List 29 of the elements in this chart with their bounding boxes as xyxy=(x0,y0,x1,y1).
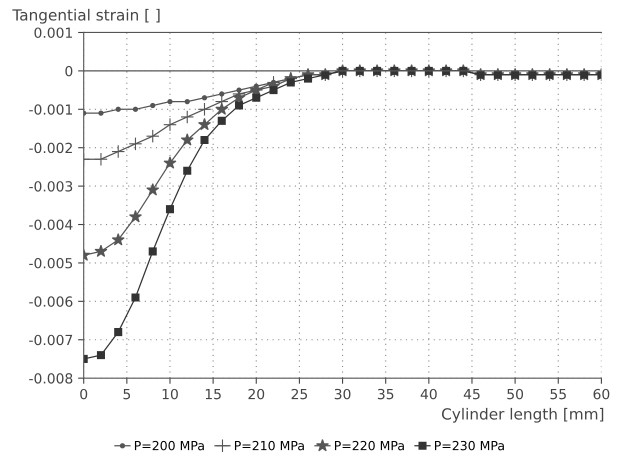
y-tick-label: -0.002 xyxy=(29,142,72,154)
y-tick-label: -0.007 xyxy=(29,334,72,346)
x-tick-label: 5 xyxy=(123,389,130,400)
y-tick-label: -0.004 xyxy=(29,219,73,230)
x-tick-label: 30 xyxy=(334,388,350,400)
y-tick-label: -0.006 xyxy=(29,296,72,307)
y-tick-label: -0.005 xyxy=(29,258,72,268)
y-tick-label: -0.001 xyxy=(29,104,72,115)
legend-label: P=230 MPa xyxy=(434,440,504,450)
y-tick-label: 0.001 xyxy=(34,27,72,38)
x-tick-label: 40 xyxy=(420,388,437,400)
x-tick-label: 35 xyxy=(378,388,394,400)
legend-label: P=200 MPa xyxy=(134,440,204,450)
x-tick-label: 0 xyxy=(80,388,88,400)
x-tick-label: 45 xyxy=(464,389,480,400)
x-tick-label: 55 xyxy=(550,389,566,400)
y-axis-title: Tangential strain [ ] xyxy=(12,8,160,24)
x-tick-label: 60 xyxy=(594,388,610,400)
x-axis-title: Cylinder length [mm] xyxy=(442,408,604,423)
y-tick-label: -0.008 xyxy=(29,373,72,384)
x-tick-label: 50 xyxy=(507,388,524,400)
x-tick-label: 25 xyxy=(292,388,308,400)
y-tick-label: 0 xyxy=(65,66,72,76)
y-tick-label: -0.003 xyxy=(29,181,72,192)
legend-label: P=220 MPa xyxy=(334,440,404,450)
x-tick-label: 20 xyxy=(248,388,264,400)
x-tick-label: 15 xyxy=(206,389,221,400)
x-tick-label: 10 xyxy=(162,388,178,400)
legend-label: P=210 MPa xyxy=(234,440,304,450)
